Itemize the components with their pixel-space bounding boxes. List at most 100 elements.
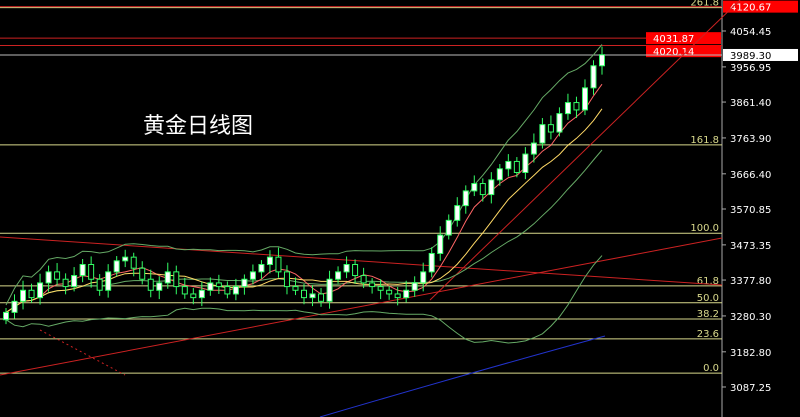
y-tick-label: 3377.80 xyxy=(730,276,771,287)
candle-body xyxy=(488,179,495,196)
ma-long-line xyxy=(319,335,606,417)
candle-body xyxy=(454,205,461,221)
fib-level-label: 100.0 xyxy=(690,223,719,234)
candle-body xyxy=(207,282,214,291)
fib-level-label: 23.6 xyxy=(697,329,719,340)
price-tag xyxy=(723,0,798,13)
candle-body xyxy=(122,256,129,262)
candle-body xyxy=(352,264,359,277)
bollinger-upper xyxy=(5,44,603,306)
candle-body xyxy=(369,282,376,288)
candle-body xyxy=(232,286,239,295)
candle-body xyxy=(88,264,95,280)
candle-body xyxy=(326,278,333,302)
candle-body xyxy=(505,160,512,170)
candle-body xyxy=(522,153,529,173)
y-tick-label: 3861.40 xyxy=(730,98,771,109)
candle-body xyxy=(599,54,605,67)
candle-body xyxy=(258,264,265,273)
candle-body xyxy=(471,183,478,192)
candle-body xyxy=(249,271,256,280)
fib-level-label: 161.8 xyxy=(690,135,719,146)
chart-title: 黄金日线图 xyxy=(143,114,254,139)
price-tag xyxy=(723,48,798,61)
candle-body xyxy=(54,271,61,280)
candle-body xyxy=(241,278,248,288)
y-tick-label: 3570.85 xyxy=(730,205,771,216)
candle-body xyxy=(139,267,146,280)
candle-body xyxy=(539,124,546,144)
candle-body xyxy=(335,271,342,280)
candle-body xyxy=(573,102,580,111)
candle-body xyxy=(437,234,444,254)
candle-body xyxy=(28,289,35,299)
candle-body xyxy=(181,286,188,295)
candle-body xyxy=(564,102,571,115)
candle-body xyxy=(173,271,180,288)
trendline-steep xyxy=(429,0,741,301)
candle-body xyxy=(79,264,86,277)
fib-level-label: 261.8 xyxy=(690,0,719,9)
candle-body xyxy=(45,271,52,284)
y-tick-label: 3182.80 xyxy=(730,348,771,359)
candle-body xyxy=(71,275,78,288)
candle-body xyxy=(224,286,231,295)
candle-body xyxy=(479,183,486,196)
fib-level-label: 50.0 xyxy=(697,293,719,304)
y-tick-label: 3087.25 xyxy=(730,383,771,394)
fib-level-label: 0.0 xyxy=(703,363,719,374)
candle-body xyxy=(130,256,137,269)
y-tick-label: 3956.95 xyxy=(730,63,771,74)
candle-body xyxy=(37,282,44,299)
candle-body xyxy=(190,293,197,299)
candle-body xyxy=(496,168,503,181)
candle-body xyxy=(581,87,588,111)
candle-body xyxy=(3,311,9,321)
fib-level-label: 38.2 xyxy=(697,309,719,320)
price-tag xyxy=(646,32,721,45)
candle-body xyxy=(386,289,393,295)
y-tick-label: 3473.35 xyxy=(730,241,771,252)
price-tag-label: 4120.67 xyxy=(730,3,771,14)
y-tick-label: 3763.90 xyxy=(730,134,771,145)
candle-body xyxy=(343,264,350,273)
candle-body xyxy=(428,252,435,273)
candle-body xyxy=(20,289,27,302)
candle-body xyxy=(105,271,112,291)
candle-body xyxy=(403,289,410,299)
candle-body xyxy=(462,190,469,207)
y-tick-label: 4054.45 xyxy=(730,27,771,38)
price-tag-label: 4031.87 xyxy=(653,34,694,45)
candle-body xyxy=(266,256,273,266)
candle-body xyxy=(377,286,384,291)
candle-body xyxy=(113,260,120,273)
candle-body xyxy=(556,113,563,133)
trendline-dotted xyxy=(39,329,126,376)
bollinger-lower xyxy=(5,255,603,344)
candle-body xyxy=(547,124,554,133)
candle-body xyxy=(394,293,401,299)
candle-body xyxy=(530,142,537,155)
candle-body xyxy=(420,271,427,284)
candle-body xyxy=(590,65,597,89)
candle-body xyxy=(156,282,163,291)
candle-body xyxy=(445,219,452,236)
trendline-ascending xyxy=(0,237,723,376)
candle-body xyxy=(147,278,154,291)
price-tag-label: 3989.30 xyxy=(730,51,771,62)
candle-body xyxy=(283,271,290,288)
y-tick-label: 3666.40 xyxy=(730,170,771,181)
candle-body xyxy=(292,286,299,291)
trendline-descending xyxy=(0,236,723,286)
fib-level-label: 61.8 xyxy=(697,276,719,287)
candle-body xyxy=(318,293,325,302)
candle-body xyxy=(513,160,520,173)
candle-body xyxy=(411,282,418,291)
candle-body xyxy=(360,275,367,284)
candle-body xyxy=(11,300,18,313)
candle-body xyxy=(62,278,69,288)
y-tick-label: 3280.30 xyxy=(730,312,771,323)
candle-body xyxy=(198,289,205,299)
